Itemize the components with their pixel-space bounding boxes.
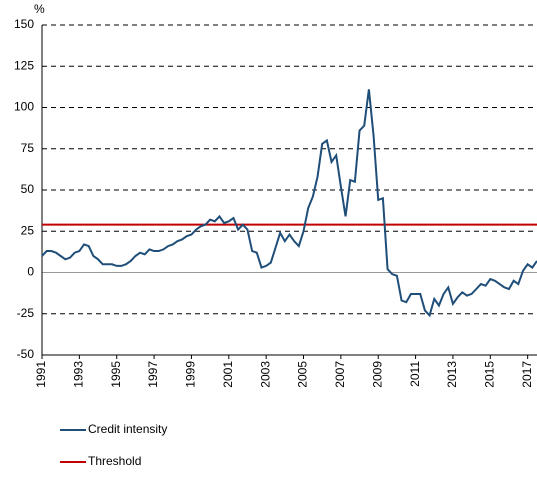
x-tick-label: 2017 bbox=[520, 361, 534, 388]
y-tick-label: 150 bbox=[14, 17, 34, 31]
y-axis-unit: % bbox=[34, 2, 45, 16]
x-tick-label: 2011 bbox=[408, 361, 422, 387]
y-tick-label: 50 bbox=[21, 182, 35, 196]
x-tick-label: 1991 bbox=[34, 361, 48, 388]
y-tick-label: 25 bbox=[21, 223, 35, 237]
x-tick-label: 1999 bbox=[184, 361, 198, 388]
x-tick-label: 1995 bbox=[109, 361, 123, 388]
data-line bbox=[41, 89, 537, 318]
y-tick-label: 75 bbox=[21, 141, 35, 155]
x-tick-label: 2001 bbox=[221, 361, 235, 388]
legend-label: Threshold bbox=[88, 454, 141, 468]
y-tick-label: -50 bbox=[17, 347, 35, 361]
y-tick-label: -25 bbox=[17, 306, 35, 320]
x-tick-label: 2013 bbox=[445, 361, 459, 388]
y-tick-label: 125 bbox=[14, 58, 34, 72]
x-tick-label: 1997 bbox=[146, 361, 160, 388]
x-tick-label: 2003 bbox=[258, 361, 272, 388]
x-tick-label: 1993 bbox=[72, 361, 86, 388]
x-tick-label: 2015 bbox=[482, 361, 496, 388]
legend-label: Credit intensity bbox=[88, 422, 167, 436]
x-tick-label: 2005 bbox=[296, 361, 310, 388]
y-tick-label: 0 bbox=[27, 265, 34, 279]
y-tick-label: 100 bbox=[14, 100, 34, 114]
x-tick-label: 2007 bbox=[333, 361, 347, 388]
x-tick-label: 2009 bbox=[370, 361, 384, 388]
